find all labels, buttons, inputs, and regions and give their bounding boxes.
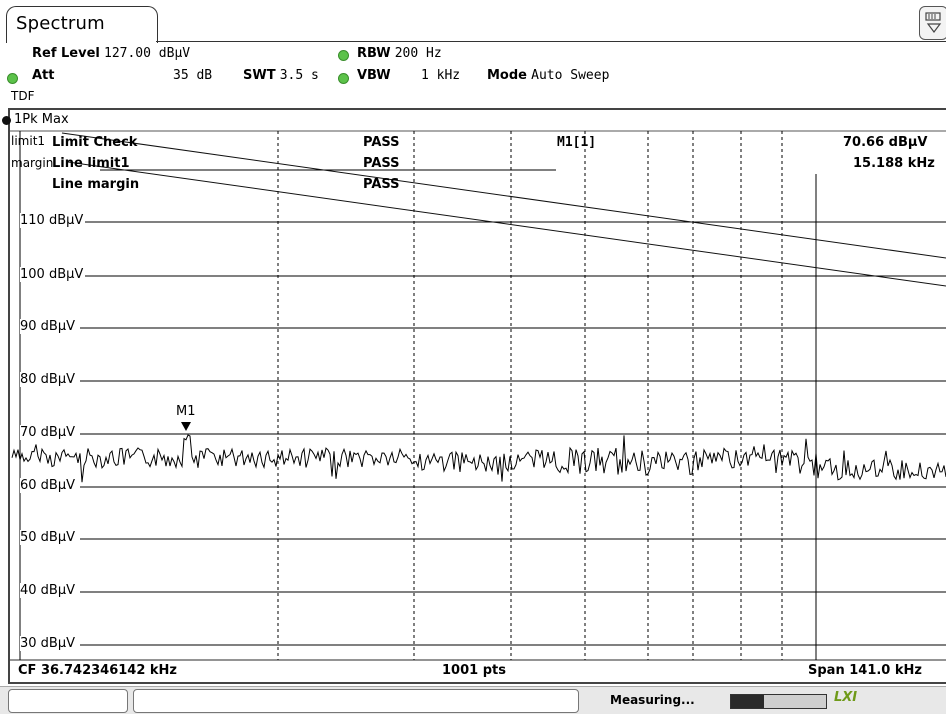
marker-frequency: 15.188 kHz <box>853 156 935 171</box>
y-axis-label: 30 dBµV <box>20 636 78 651</box>
status-message-field <box>133 689 579 713</box>
y-axis-label: 40 dBµV <box>20 583 78 598</box>
sweep-points: 1001 pts <box>442 663 506 678</box>
trace-legend[interactable]: 1Pk Max <box>14 112 69 127</box>
marker-name: M1[1] <box>557 135 597 150</box>
vbw-value: 1 kHz <box>421 68 461 83</box>
measuring-status: Measuring... <box>610 693 695 707</box>
att-label: Att <box>32 68 55 83</box>
plot-frame <box>8 108 946 684</box>
y-axis-label: 50 dBµV <box>20 530 78 545</box>
line-margin-result: PASS <box>363 177 400 192</box>
line-limit1-result: PASS <box>363 156 400 171</box>
margin-line <box>67 161 946 287</box>
vbw-status-led <box>338 73 349 84</box>
spectrum-trace <box>11 434 946 483</box>
vbw-label: VBW <box>357 68 391 83</box>
limit1-line-label: limit1 <box>11 134 46 148</box>
span[interactable]: Span 141.0 kHz <box>808 663 922 678</box>
status-field-left <box>8 689 128 713</box>
ref-level-setting[interactable]: Ref Level 127.00 dBµV <box>32 46 190 61</box>
ref-level-label: Ref Level <box>32 46 100 61</box>
spectrum-tab[interactable] <box>6 6 158 43</box>
att-status-led <box>7 73 18 84</box>
line-limit1-label: Line limit1 <box>52 156 130 171</box>
marker-label: M1 <box>176 404 196 419</box>
tdf-label: TDF <box>11 89 35 103</box>
y-axis-label: 80 dBµV <box>20 372 78 387</box>
limit-check-result: PASS <box>363 135 400 150</box>
center-frequency[interactable]: CF 36.742346142 kHz <box>18 663 178 678</box>
sweep-progress-fill <box>731 695 765 708</box>
swt-value: 3.5 s <box>279 68 319 83</box>
y-axis-label: 100 dBµV <box>20 267 86 282</box>
mode-label: Mode <box>487 68 527 83</box>
y-axis-label: 60 dBµV <box>20 478 78 493</box>
rbw-status-led <box>338 50 349 61</box>
att-setting[interactable]: Att <box>32 68 55 83</box>
att-value: 35 dB <box>173 68 213 83</box>
vbw-setting[interactable]: VBW <box>357 68 391 83</box>
limit-check-label: Limit Check <box>52 135 138 150</box>
rbw-label: RBW <box>357 46 391 61</box>
sweep-progress-bar <box>730 694 827 709</box>
marker-level: 70.66 dBµV <box>843 135 928 150</box>
tab-divider <box>156 41 946 42</box>
ref-level-value: 127.00 dBµV <box>104 46 191 61</box>
line-margin-label: Line margin <box>52 177 140 192</box>
plot-grid <box>80 131 946 660</box>
rbw-setting[interactable]: RBW 200 Hz <box>357 46 442 61</box>
trace-indicator-icon <box>2 116 11 125</box>
y-axis-label: 110 dBµV <box>20 213 86 228</box>
y-axis-label: 90 dBµV <box>20 319 78 334</box>
menu-toggle-icon[interactable] <box>919 6 946 40</box>
lxi-logo-icon: LXI <box>834 690 858 705</box>
limit1-line <box>61 132 946 259</box>
margin-line-label: margin <box>11 156 54 170</box>
mode-setting[interactable]: Mode Auto Sweep <box>487 68 609 83</box>
m1-marker-icon[interactable] <box>181 422 191 431</box>
rbw-value: 200 Hz <box>394 46 442 61</box>
swt-setting[interactable]: SWT 3.5 s <box>243 68 319 83</box>
swt-label: SWT <box>243 68 276 83</box>
mode-value: Auto Sweep <box>531 68 610 83</box>
y-axis-label: 70 dBµV <box>20 425 78 440</box>
tab-label: Spectrum <box>16 13 105 34</box>
